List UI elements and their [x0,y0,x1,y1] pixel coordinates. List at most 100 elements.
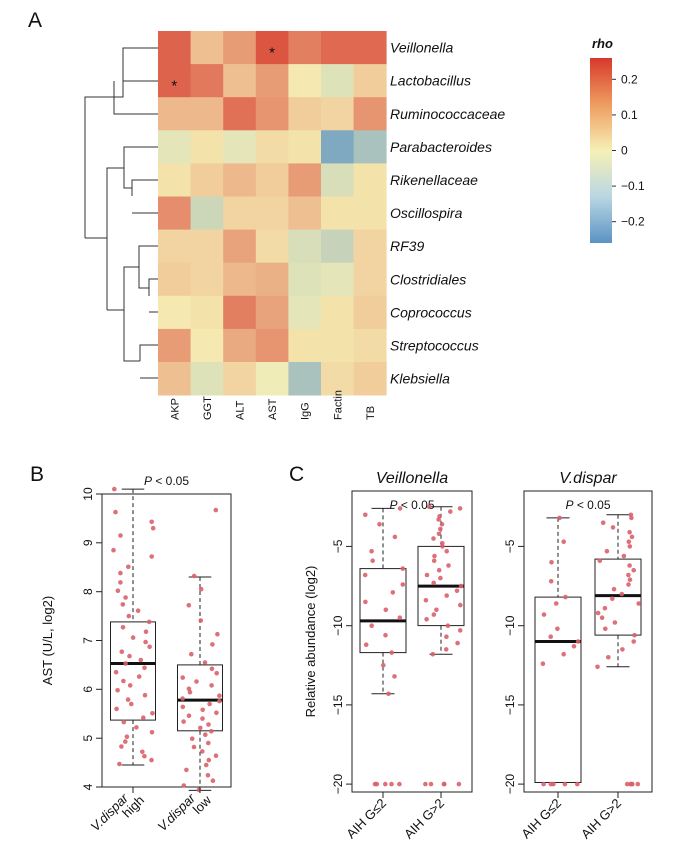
heatmap-row-label: Ruminococcaceae [390,106,505,122]
dendrogram-branch [84,96,114,238]
data-point [627,544,633,549]
data-point [575,781,580,787]
data-point [540,661,546,666]
data-point [631,639,636,644]
data-point [121,678,126,684]
dendrogram-branch [148,278,158,313]
heatmap-cell [158,362,191,396]
heatmap-cell [288,163,322,197]
data-point [389,650,395,655]
data-point [206,722,211,727]
panel-c: C −5 −10 −15 −20 Relative abundance (log2) Ve… [289,463,653,842]
data-point [142,753,147,759]
heatmap-cell [288,97,322,131]
data-point [400,566,406,571]
y-axis-tick-label: 9 [81,539,95,546]
heatmap-cell [223,31,257,65]
dendrogram-branch [139,344,158,379]
data-point [436,517,441,522]
heatmap-cell [288,328,322,363]
x-category-label: AIH G>2 [401,796,447,842]
heatmap-cell [255,362,289,396]
data-point [627,577,633,582]
p-value-symbol: P [565,498,573,512]
data-point [443,647,449,652]
data-point [563,594,568,600]
data-point [548,579,554,584]
data-point [180,696,185,701]
dendrogram [84,47,158,379]
data-point [448,509,453,514]
dendrogram-branch [106,167,124,310]
data-point [187,690,193,695]
heatmap-cell [288,31,322,65]
x-category-label: AIH G≤2 [343,796,389,842]
heatmap-cell [288,362,322,396]
data-point [127,683,133,688]
data-point [610,596,615,601]
data-point [126,613,132,619]
heatmap-cell [288,229,322,264]
data-point [114,706,119,712]
data-point [142,692,148,698]
data-point [428,781,434,787]
dendrogram-branch [123,146,158,189]
data-point [595,610,601,616]
data-point [431,558,437,563]
panel-b: B 4 5 6 7 8 9 10 AST (U/L, log2) P < 0.05 V.dispa… [30,463,232,834]
x-category-label: V.dispar [154,790,198,834]
heatmap-cell [158,97,191,131]
heatmap-cell [223,64,257,98]
data-point [186,603,192,608]
legend-color-bar [590,58,612,243]
panel-letter-a: A [28,9,42,32]
data-point [210,778,216,783]
data-point [135,608,141,613]
heatmap-cell [190,31,224,65]
data-point [180,675,185,680]
data-point [444,593,450,598]
data-point [118,580,123,585]
data-point [118,570,123,576]
data-point [626,539,632,544]
data-point [118,533,123,538]
data-point [561,539,566,544]
data-point [125,697,131,702]
heatmap-cell [255,328,289,363]
data-point [548,781,554,787]
data-point [149,730,155,735]
heatmap-row-label: Streptococcus [390,338,479,354]
data-point [436,531,442,537]
data-point [438,575,443,581]
box [177,664,223,732]
heatmap-cell [321,295,354,330]
heatmap-row-label: Clostridiales [390,271,466,287]
heatmap-column-label: TB [365,406,377,420]
data-point [363,642,369,647]
heatmap-cell [158,295,191,330]
data-point [184,767,189,773]
heatmap-cell [288,262,322,297]
data-point [143,629,149,634]
data-point [624,781,630,787]
dendrogram-branch [113,64,158,115]
heatmap-cell [190,196,224,230]
boxplot-veillonella: −5 −10 −15 −20 Relative abundance (log2) Veil… [303,470,473,842]
data-point [423,598,429,603]
dendrogram-branch [131,179,158,214]
data-point [198,586,204,592]
data-point [194,679,199,684]
data-point [541,612,547,617]
data-point [549,560,554,565]
heatmap-cell [158,196,191,230]
data-point [138,657,144,663]
panel-letter-c: C [289,463,304,486]
data-point [134,725,139,730]
y-axis-title: Relative abundance (log2) [303,566,318,718]
data-point [458,583,464,589]
heatmap-cell [255,163,289,197]
data-point [456,781,462,787]
heatmap-cell [321,229,354,264]
heatmap-cell [158,262,191,297]
heatmap-cell [353,328,387,363]
